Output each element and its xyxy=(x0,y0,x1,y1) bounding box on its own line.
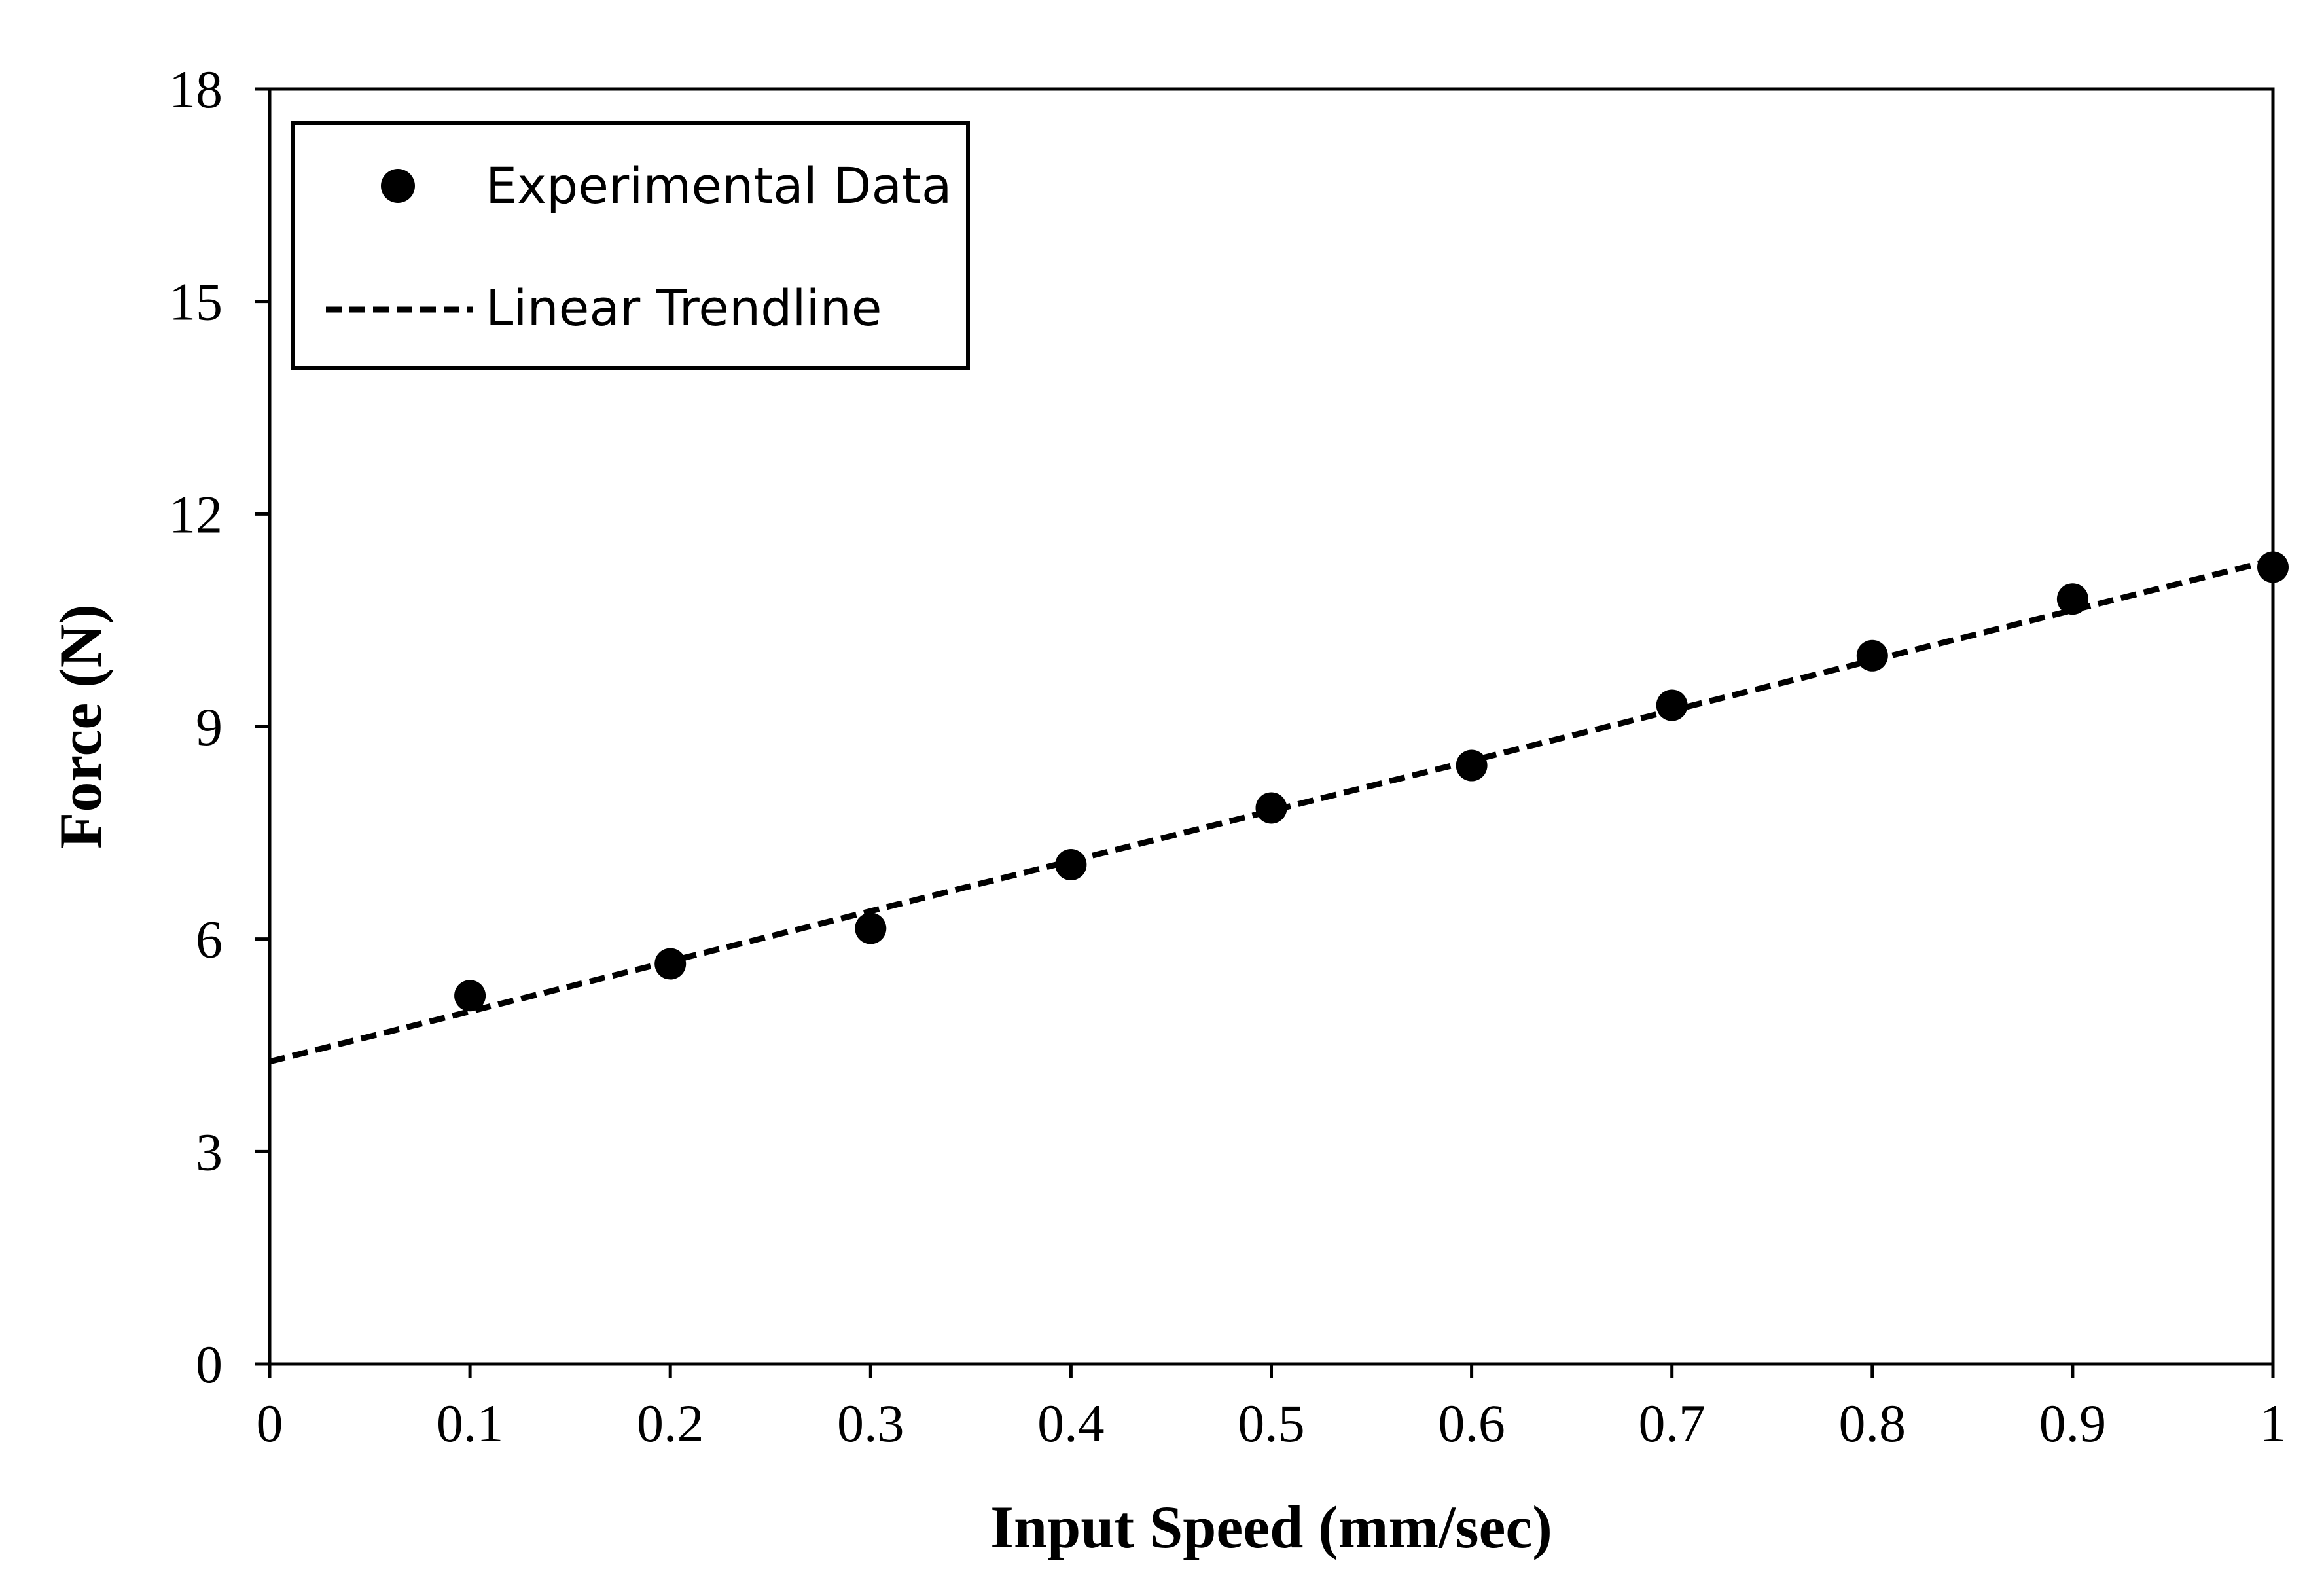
legend-label-experimental-data: Experimental Data xyxy=(486,156,952,215)
axes xyxy=(255,87,2275,1378)
x-tick-label: 0.3 xyxy=(837,1393,904,1453)
y-tick-label: 9 xyxy=(196,697,223,757)
data-point xyxy=(2056,583,2088,615)
y-tick-label: 6 xyxy=(196,910,223,969)
x-tick-label: 0.7 xyxy=(1638,1393,1706,1453)
x-tick-labels: 0 0.1 0.2 0.3 0.4 0.5 0.6 0.7 0.8 0.9 1 xyxy=(257,1393,2287,1453)
legend-box xyxy=(291,121,970,370)
legend: Experimental Data Linear Trendline xyxy=(291,121,970,370)
data-point xyxy=(855,912,887,944)
y-tick-label: 0 xyxy=(196,1335,223,1394)
data-points-layer xyxy=(454,551,2289,1012)
x-tick-label: 0.1 xyxy=(437,1393,504,1453)
data-point xyxy=(1055,849,1087,881)
y-axis-title: Force (N) xyxy=(47,604,114,849)
x-axis-title: Input Speed (mm/sec) xyxy=(990,1494,1552,1560)
x-tick-label: 0.2 xyxy=(637,1393,704,1453)
y-tick-label: 12 xyxy=(169,484,223,544)
legend-label-linear-trendline: Linear Trendline xyxy=(486,279,882,337)
legend-marker-experimental-data xyxy=(381,169,415,203)
y-tick-label: 18 xyxy=(169,60,223,119)
x-tick-label: 0.6 xyxy=(1438,1393,1505,1453)
x-tick-label: 0.9 xyxy=(2039,1393,2107,1453)
data-point xyxy=(454,980,486,1012)
x-tick-label: 0.5 xyxy=(1238,1393,1305,1453)
x-tick-label: 0 xyxy=(257,1393,283,1453)
y-tick-label: 15 xyxy=(169,272,223,332)
data-point xyxy=(2257,551,2289,583)
data-point xyxy=(1255,792,1287,824)
x-tick-label: 0.4 xyxy=(1037,1393,1105,1453)
data-point xyxy=(1856,639,1888,672)
data-point xyxy=(1456,749,1488,782)
x-tick-label: 1 xyxy=(2260,1393,2287,1453)
y-tick-labels: 0 3 6 9 12 15 18 xyxy=(169,60,223,1394)
data-point xyxy=(654,948,687,980)
trendline xyxy=(268,557,2274,1065)
x-tick-label: 0.8 xyxy=(1839,1393,1906,1453)
data-point xyxy=(1656,689,1688,721)
trendline-layer xyxy=(268,557,2274,1065)
y-tick-label: 3 xyxy=(196,1122,223,1181)
